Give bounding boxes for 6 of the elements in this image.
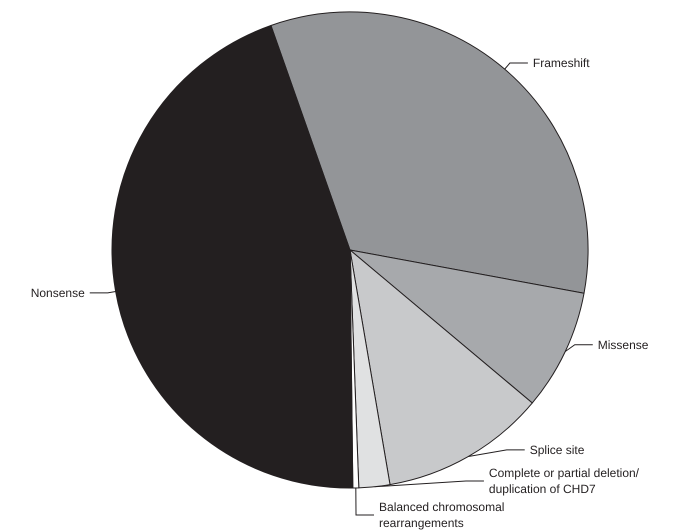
slice-label: Nonsense: [30, 286, 86, 300]
slice-label: Splice site: [530, 442, 585, 457]
slice-label: Missense: [598, 338, 649, 352]
slice-label: Complete or partial deletion/duplication of CHD7: [488, 466, 640, 496]
slice-label: Frameshift: [532, 56, 590, 70]
slice-label: Balanced chromosomal rearrangements: [379, 500, 508, 530]
